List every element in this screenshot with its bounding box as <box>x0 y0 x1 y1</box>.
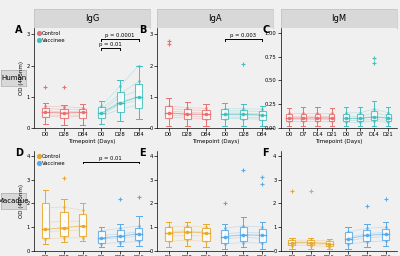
Text: A: A <box>16 25 23 35</box>
Bar <box>288 240 296 245</box>
Bar <box>286 114 292 121</box>
X-axis label: Timepoint (Days): Timepoint (Days) <box>68 139 116 144</box>
Y-axis label: OD (405nm): OD (405nm) <box>19 184 24 218</box>
Text: p = 0.0001: p = 0.0001 <box>106 33 135 38</box>
Text: IgM: IgM <box>331 14 346 23</box>
Bar <box>221 230 228 243</box>
Bar <box>382 229 389 240</box>
Bar <box>326 241 333 246</box>
Text: C: C <box>262 25 269 35</box>
Bar <box>42 203 49 238</box>
Bar <box>60 212 68 236</box>
X-axis label: Timepoint (Days): Timepoint (Days) <box>315 139 362 144</box>
Bar <box>357 114 363 121</box>
Bar <box>117 230 124 241</box>
Bar <box>184 227 191 239</box>
Text: E: E <box>139 148 145 158</box>
Bar <box>79 214 86 236</box>
Text: B: B <box>139 25 146 35</box>
Text: p = 0.01: p = 0.01 <box>100 156 122 161</box>
Bar <box>363 230 370 241</box>
Bar <box>42 108 49 117</box>
Text: IgG: IgG <box>85 14 99 23</box>
Bar <box>301 114 306 121</box>
Bar <box>60 109 68 118</box>
Legend: Control, Vaccinee: Control, Vaccinee <box>37 31 66 43</box>
Bar <box>165 227 172 241</box>
Bar <box>98 231 105 243</box>
Text: IgA: IgA <box>208 14 222 23</box>
Text: Macaque: Macaque <box>0 198 29 204</box>
Bar <box>135 228 142 240</box>
Y-axis label: OD (405nm): OD (405nm) <box>19 61 24 95</box>
Bar <box>202 228 210 241</box>
Text: p = 0.01: p = 0.01 <box>100 42 122 47</box>
Bar <box>117 92 124 112</box>
Bar <box>98 107 105 118</box>
Bar <box>165 105 172 118</box>
Bar <box>315 114 320 121</box>
Bar <box>184 109 191 119</box>
Bar <box>343 114 348 121</box>
Bar <box>221 109 228 119</box>
Bar <box>79 109 86 118</box>
Bar <box>372 111 377 120</box>
Bar <box>329 114 334 121</box>
Bar <box>344 232 352 243</box>
Bar <box>307 240 314 245</box>
Text: D: D <box>16 148 24 158</box>
Bar <box>135 84 142 108</box>
Bar <box>240 227 247 241</box>
Bar <box>386 114 391 121</box>
Bar <box>259 229 266 242</box>
Bar <box>202 110 210 119</box>
Text: p = 0.003: p = 0.003 <box>230 33 256 38</box>
Text: F: F <box>262 148 269 158</box>
X-axis label: Timepoint (Days): Timepoint (Days) <box>192 139 239 144</box>
Legend: Control, Vaccinee: Control, Vaccinee <box>37 154 66 166</box>
Bar <box>240 110 247 119</box>
Bar <box>259 111 266 120</box>
Text: Human: Human <box>1 75 26 81</box>
